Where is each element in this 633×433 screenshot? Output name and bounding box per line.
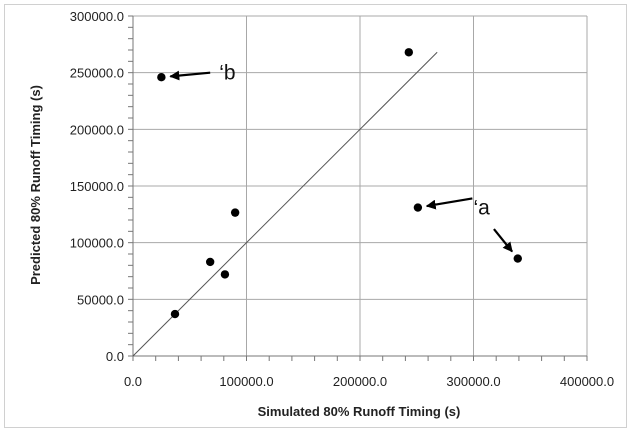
y-tick-label: 250000.0 <box>70 66 124 81</box>
data-point <box>221 270 229 278</box>
x-tick-label: 400000.0 <box>560 374 614 389</box>
reference-line <box>133 52 437 356</box>
y-tick-label: 50000.0 <box>77 292 124 307</box>
data-point <box>231 208 239 216</box>
annotation-arrow <box>494 229 512 251</box>
y-tick-label: 300000.0 <box>70 9 124 24</box>
annotation-label: ‘a <box>474 197 491 220</box>
x-axis-title: Simulated 80% Runoff Timing (s) <box>258 404 461 419</box>
y-tick-label: 100000.0 <box>70 236 124 251</box>
data-point <box>514 254 522 262</box>
data-point <box>206 258 214 266</box>
y-tick-label: 0.0 <box>106 349 124 364</box>
x-tick-label: 0.0 <box>124 374 142 389</box>
annotation-label: ‘b <box>219 62 235 85</box>
x-tick-label: 200000.0 <box>333 374 387 389</box>
data-point <box>157 73 165 81</box>
data-point <box>414 203 422 211</box>
y-axis-title: Predicted 80% Runoff Timing (s) <box>28 85 43 285</box>
y-tick-label: 150000.0 <box>70 179 124 194</box>
x-tick-label: 100000.0 <box>219 374 273 389</box>
x-tick-label: 300000.0 <box>446 374 500 389</box>
data-point <box>171 310 179 318</box>
annotation-arrow <box>170 73 210 77</box>
data-point <box>405 48 413 56</box>
y-tick-label: 200000.0 <box>70 122 124 137</box>
annotation-arrow <box>427 198 473 206</box>
